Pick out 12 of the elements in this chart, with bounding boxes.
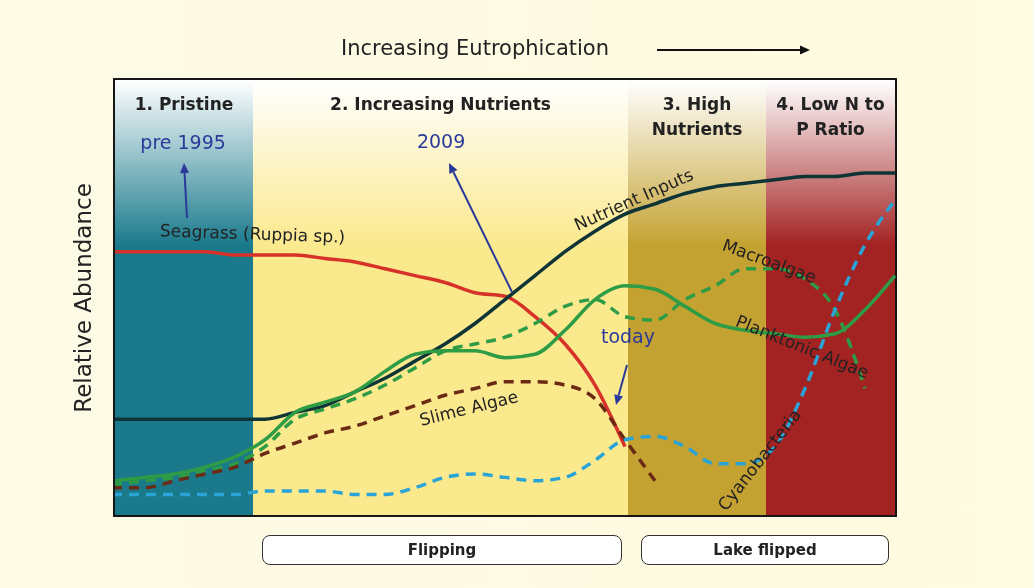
- text: pre 1995: [140, 130, 226, 153]
- text: Lake flipped: [641, 535, 889, 565]
- chart-title: Increasing Eutrophication: [339, 36, 611, 60]
- text: Flipping: [262, 535, 622, 565]
- text: 4. Low N to P Ratio: [776, 93, 885, 139]
- text: 3. High Nutrients: [651, 93, 743, 139]
- annotation: today: [600, 325, 656, 348]
- text: Slime Algae: [417, 386, 521, 430]
- text: 2. Increasing Nutrients: [330, 93, 551, 114]
- y-axis-title: Relative Abundance: [69, 183, 96, 413]
- text: 1. Pristine: [134, 93, 234, 114]
- text: 2009: [416, 130, 466, 153]
